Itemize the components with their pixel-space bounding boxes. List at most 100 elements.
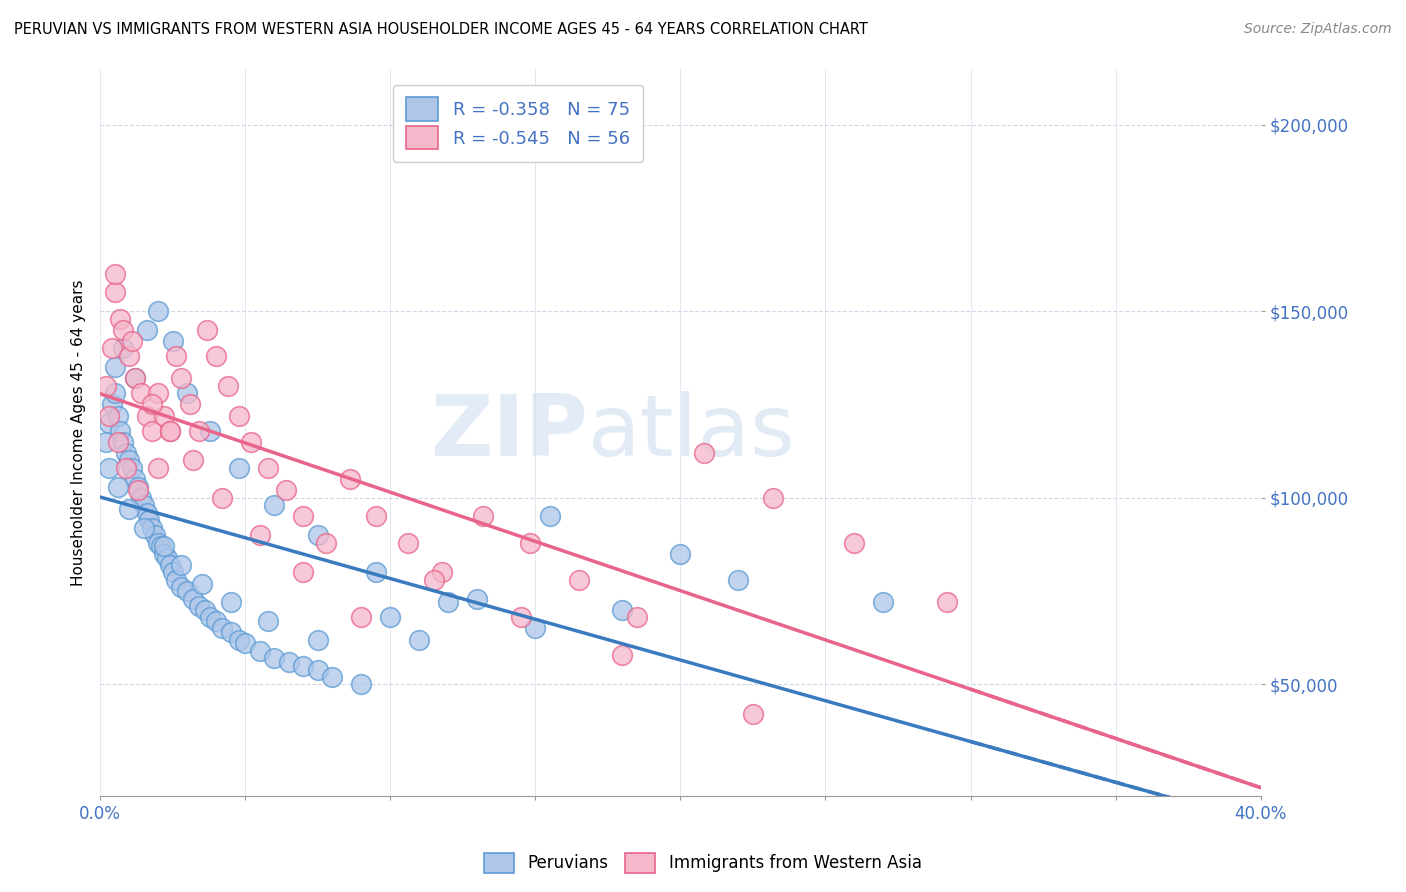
Point <box>509 610 531 624</box>
Point <box>165 349 187 363</box>
Point <box>141 424 163 438</box>
Point <box>118 453 141 467</box>
Point <box>742 707 765 722</box>
Point <box>292 566 315 580</box>
Point <box>257 461 280 475</box>
Point <box>107 434 129 449</box>
Point <box>143 528 166 542</box>
Point <box>423 573 446 587</box>
Point <box>170 371 193 385</box>
Point <box>315 535 337 549</box>
Point <box>141 521 163 535</box>
Text: ZIP: ZIP <box>430 391 588 474</box>
Point <box>150 539 173 553</box>
Legend: R = -0.358   N = 75, R = -0.545   N = 56: R = -0.358 N = 75, R = -0.545 N = 56 <box>394 85 643 162</box>
Point <box>107 409 129 423</box>
Point <box>936 595 959 609</box>
Point <box>138 513 160 527</box>
Point <box>205 614 228 628</box>
Text: PERUVIAN VS IMMIGRANTS FROM WESTERN ASIA HOUSEHOLDER INCOME AGES 45 - 64 YEARS C: PERUVIAN VS IMMIGRANTS FROM WESTERN ASIA… <box>14 22 868 37</box>
Point <box>396 535 419 549</box>
Point <box>141 397 163 411</box>
Point <box>118 502 141 516</box>
Point <box>219 625 242 640</box>
Point <box>219 595 242 609</box>
Point <box>437 595 460 609</box>
Point <box>538 509 561 524</box>
Point <box>612 603 634 617</box>
Point <box>263 498 285 512</box>
Point <box>104 386 127 401</box>
Y-axis label: Householder Income Ages 45 - 64 years: Householder Income Ages 45 - 64 years <box>72 279 86 586</box>
Point <box>465 591 488 606</box>
Point <box>872 595 894 609</box>
Legend: Peruvians, Immigrants from Western Asia: Peruvians, Immigrants from Western Asia <box>478 847 928 880</box>
Point <box>162 334 184 348</box>
Point <box>292 509 315 524</box>
Point <box>274 483 297 498</box>
Point <box>249 644 271 658</box>
Point <box>97 461 120 475</box>
Point <box>200 610 222 624</box>
Point <box>135 506 157 520</box>
Point <box>165 573 187 587</box>
Point <box>176 584 198 599</box>
Point <box>669 547 692 561</box>
Point <box>159 424 181 438</box>
Point <box>97 409 120 423</box>
Point <box>170 581 193 595</box>
Point <box>844 535 866 549</box>
Point <box>350 677 373 691</box>
Point <box>179 397 201 411</box>
Point <box>181 453 204 467</box>
Point <box>187 599 209 613</box>
Point <box>129 491 152 505</box>
Point <box>292 658 315 673</box>
Point <box>124 472 146 486</box>
Point <box>121 334 143 348</box>
Point <box>110 311 132 326</box>
Point <box>100 342 122 356</box>
Point <box>124 371 146 385</box>
Point <box>121 461 143 475</box>
Point <box>217 379 239 393</box>
Point <box>568 573 591 587</box>
Point <box>115 461 138 475</box>
Point <box>146 461 169 475</box>
Point <box>112 434 135 449</box>
Point <box>205 349 228 363</box>
Point <box>762 491 785 505</box>
Point <box>307 663 329 677</box>
Point <box>146 535 169 549</box>
Point <box>228 409 250 423</box>
Point <box>100 397 122 411</box>
Text: atlas: atlas <box>588 391 796 474</box>
Point <box>626 610 648 624</box>
Point <box>112 342 135 356</box>
Point <box>339 472 361 486</box>
Point <box>132 521 155 535</box>
Point <box>277 655 299 669</box>
Point <box>364 566 387 580</box>
Text: Source: ZipAtlas.com: Source: ZipAtlas.com <box>1244 22 1392 37</box>
Point <box>112 323 135 337</box>
Point <box>307 632 329 647</box>
Point <box>519 535 541 549</box>
Point <box>146 386 169 401</box>
Point <box>129 386 152 401</box>
Point <box>94 379 117 393</box>
Point <box>187 424 209 438</box>
Point <box>97 416 120 430</box>
Point <box>233 636 256 650</box>
Point <box>190 576 212 591</box>
Point <box>263 651 285 665</box>
Point <box>107 480 129 494</box>
Point <box>162 566 184 580</box>
Point <box>200 424 222 438</box>
Point <box>127 480 149 494</box>
Point <box>176 386 198 401</box>
Point <box>146 304 169 318</box>
Point <box>181 591 204 606</box>
Point <box>153 539 176 553</box>
Point <box>380 610 402 624</box>
